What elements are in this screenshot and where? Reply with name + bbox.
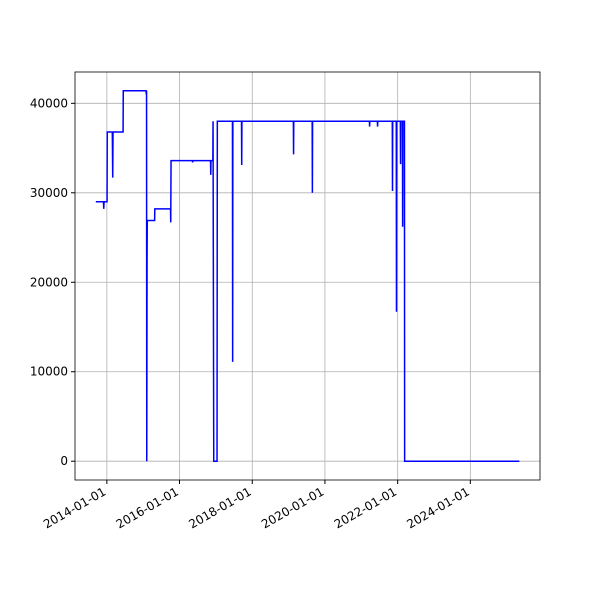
x-tick-label: 2024-01-01: [404, 484, 471, 531]
x-tick-label: 2022-01-01: [332, 484, 399, 531]
x-tick-label: 2018-01-01: [186, 484, 253, 531]
line: [95, 90, 520, 462]
y-tick-label: 30000: [30, 186, 68, 200]
y-tick-label: 10000: [30, 365, 68, 379]
y-tick-label: 40000: [30, 96, 68, 110]
y-tick-label: 0: [60, 454, 68, 468]
x-tick-label: 2014-01-01: [41, 484, 108, 531]
x-tick-label: 2016-01-01: [114, 484, 181, 531]
x-tick-label: 2020-01-01: [259, 484, 326, 531]
y-tick-label: 20000: [30, 275, 68, 289]
plot-frame: [74, 71, 541, 481]
